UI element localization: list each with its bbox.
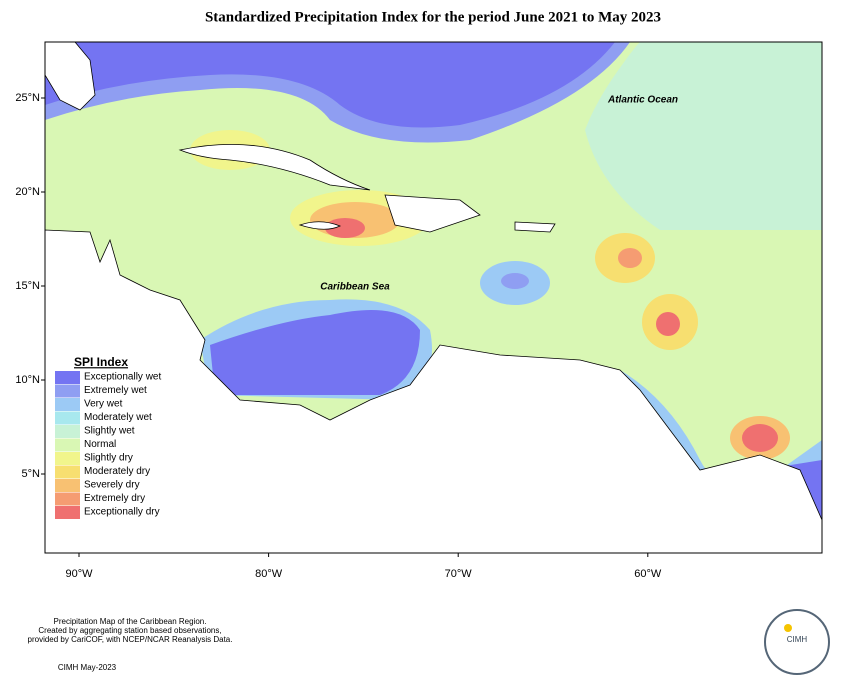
legend-swatch — [55, 411, 80, 425]
footer-text: provided by CariCOF, with NCEP/NCAR Rean… — [28, 635, 233, 644]
ocean-label: Atlantic Ocean — [607, 95, 678, 106]
lon-tick-label: 60°W — [634, 568, 662, 580]
map-frame — [44, 41, 823, 554]
footer-text: CIMH May-2023 — [58, 663, 117, 672]
legend-label: Extremely dry — [84, 493, 145, 504]
lat-tick-label: 20°N — [15, 186, 40, 198]
lat-tick-label: 15°N — [15, 280, 40, 292]
ocean-label: Caribbean Sea — [320, 282, 390, 293]
legend-swatch — [55, 425, 80, 438]
legend-swatch — [55, 452, 80, 465]
lat-tick-label: 5°N — [22, 468, 41, 480]
lat-tick-label: 10°N — [15, 374, 40, 386]
footer-text: Precipitation Map of the Caribbean Regio… — [54, 617, 207, 626]
legend-label: Slightly dry — [84, 453, 133, 464]
legend-swatch — [55, 465, 80, 479]
legend-label: Very wet — [84, 399, 123, 410]
lon-tick-label: 70°W — [445, 568, 473, 580]
map-title: Standardized Precipitation Index for the… — [205, 9, 661, 25]
legend-label: Exceptionally dry — [84, 507, 160, 518]
footer-text: Created by aggregating station based obs… — [38, 626, 221, 635]
map-area — [45, 42, 822, 553]
legend-swatch — [55, 398, 80, 411]
logo-text: CIMH — [787, 635, 808, 644]
legend-label: Moderately wet — [84, 412, 152, 423]
lon-tick-label: 80°W — [255, 568, 283, 580]
legend-swatch — [55, 506, 80, 519]
legend-swatch — [55, 371, 80, 384]
legend-swatch — [55, 479, 80, 492]
logo — [764, 609, 830, 675]
legend-label: Exceptionally wet — [84, 372, 161, 383]
legend-label: Normal — [84, 439, 116, 450]
legend-label: Moderately dry — [84, 466, 150, 477]
legend-label: Severely dry — [84, 480, 140, 491]
legend-swatch — [55, 492, 80, 506]
legend-label: Slightly wet — [84, 426, 135, 437]
legend-label: Extremely wet — [84, 385, 147, 396]
legend: SPI Index Exceptionally wet Extremely wet… — [50, 355, 161, 525]
legend-swatch — [55, 384, 80, 398]
lat-tick-label: 25°N — [15, 92, 40, 104]
logo-sun — [784, 624, 792, 632]
legend-title: SPI Index — [74, 355, 128, 369]
legend-swatch — [55, 438, 80, 452]
lon-tick-label: 90°W — [65, 568, 93, 580]
